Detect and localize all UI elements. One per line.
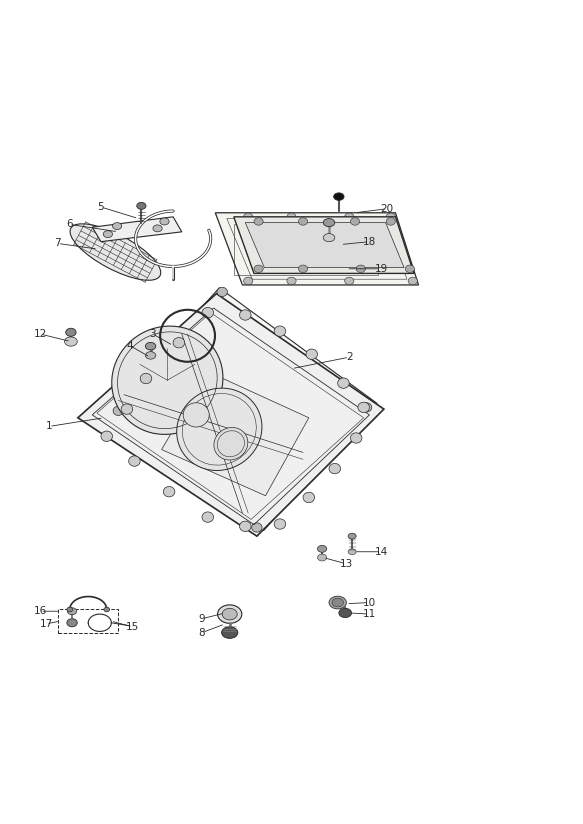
Ellipse shape: [222, 627, 238, 639]
Ellipse shape: [67, 619, 78, 627]
Ellipse shape: [145, 343, 156, 350]
Text: 11: 11: [363, 609, 376, 619]
Ellipse shape: [129, 456, 140, 466]
Text: 19: 19: [374, 264, 388, 274]
Ellipse shape: [240, 521, 251, 531]
Text: 13: 13: [340, 559, 353, 569]
Ellipse shape: [318, 545, 326, 552]
Ellipse shape: [254, 265, 263, 273]
Polygon shape: [92, 217, 182, 241]
Ellipse shape: [66, 328, 76, 336]
Ellipse shape: [202, 512, 213, 522]
Ellipse shape: [65, 337, 78, 346]
Ellipse shape: [214, 428, 248, 460]
Ellipse shape: [303, 492, 315, 503]
Ellipse shape: [202, 307, 213, 318]
Ellipse shape: [358, 402, 370, 413]
Ellipse shape: [332, 598, 343, 607]
Text: 16: 16: [34, 606, 47, 616]
Ellipse shape: [274, 519, 286, 529]
Ellipse shape: [339, 608, 352, 617]
Ellipse shape: [408, 277, 417, 284]
Text: 7: 7: [54, 238, 61, 248]
Ellipse shape: [177, 388, 262, 471]
Text: 9: 9: [199, 614, 205, 624]
Ellipse shape: [68, 608, 77, 615]
Ellipse shape: [137, 203, 146, 209]
Ellipse shape: [323, 233, 335, 241]
Ellipse shape: [323, 218, 335, 227]
Ellipse shape: [113, 406, 124, 415]
Ellipse shape: [244, 277, 253, 284]
Ellipse shape: [222, 608, 237, 620]
Text: 4: 4: [127, 340, 133, 350]
Text: 20: 20: [380, 204, 394, 213]
Ellipse shape: [103, 231, 113, 237]
Ellipse shape: [145, 352, 156, 359]
Ellipse shape: [348, 549, 356, 555]
Polygon shape: [245, 222, 404, 268]
Text: 1: 1: [45, 421, 52, 432]
Text: 12: 12: [34, 329, 47, 339]
Text: 6: 6: [66, 219, 72, 229]
Ellipse shape: [405, 265, 415, 273]
Text: 10: 10: [363, 597, 376, 607]
Ellipse shape: [361, 403, 372, 412]
Ellipse shape: [298, 218, 308, 225]
Ellipse shape: [333, 193, 344, 200]
Polygon shape: [78, 293, 384, 536]
Ellipse shape: [287, 277, 296, 284]
Ellipse shape: [113, 222, 122, 230]
Ellipse shape: [153, 225, 162, 232]
Ellipse shape: [329, 597, 346, 609]
Text: 5: 5: [97, 202, 104, 212]
Ellipse shape: [217, 288, 227, 297]
Polygon shape: [161, 372, 309, 496]
Polygon shape: [104, 288, 377, 531]
Ellipse shape: [101, 431, 113, 442]
Ellipse shape: [348, 533, 356, 539]
Text: 18: 18: [363, 236, 376, 246]
Ellipse shape: [252, 523, 262, 532]
Ellipse shape: [345, 213, 354, 221]
Ellipse shape: [254, 218, 263, 225]
Ellipse shape: [183, 403, 209, 427]
Ellipse shape: [104, 607, 110, 611]
Ellipse shape: [121, 404, 133, 414]
Ellipse shape: [338, 378, 349, 388]
Polygon shape: [234, 217, 414, 274]
Text: 17: 17: [40, 619, 52, 629]
Ellipse shape: [112, 326, 223, 434]
Ellipse shape: [386, 213, 395, 221]
Ellipse shape: [350, 433, 362, 443]
Text: 14: 14: [374, 547, 388, 557]
Ellipse shape: [240, 310, 251, 321]
Ellipse shape: [70, 224, 161, 280]
Text: 15: 15: [126, 622, 139, 632]
Ellipse shape: [217, 605, 242, 623]
Ellipse shape: [318, 554, 326, 561]
Ellipse shape: [140, 373, 152, 384]
Ellipse shape: [386, 218, 395, 225]
Ellipse shape: [67, 607, 73, 611]
Text: 2: 2: [346, 352, 353, 362]
Text: 8: 8: [199, 628, 205, 638]
Polygon shape: [215, 213, 419, 285]
Ellipse shape: [274, 326, 286, 336]
Ellipse shape: [287, 213, 296, 221]
Ellipse shape: [345, 277, 354, 284]
Ellipse shape: [163, 486, 175, 497]
Text: 3: 3: [150, 329, 156, 339]
Ellipse shape: [298, 265, 308, 273]
Ellipse shape: [244, 213, 253, 221]
Ellipse shape: [350, 218, 360, 225]
Ellipse shape: [306, 349, 318, 359]
Ellipse shape: [329, 463, 340, 474]
Ellipse shape: [173, 338, 185, 348]
Ellipse shape: [160, 218, 169, 225]
Ellipse shape: [356, 265, 366, 273]
